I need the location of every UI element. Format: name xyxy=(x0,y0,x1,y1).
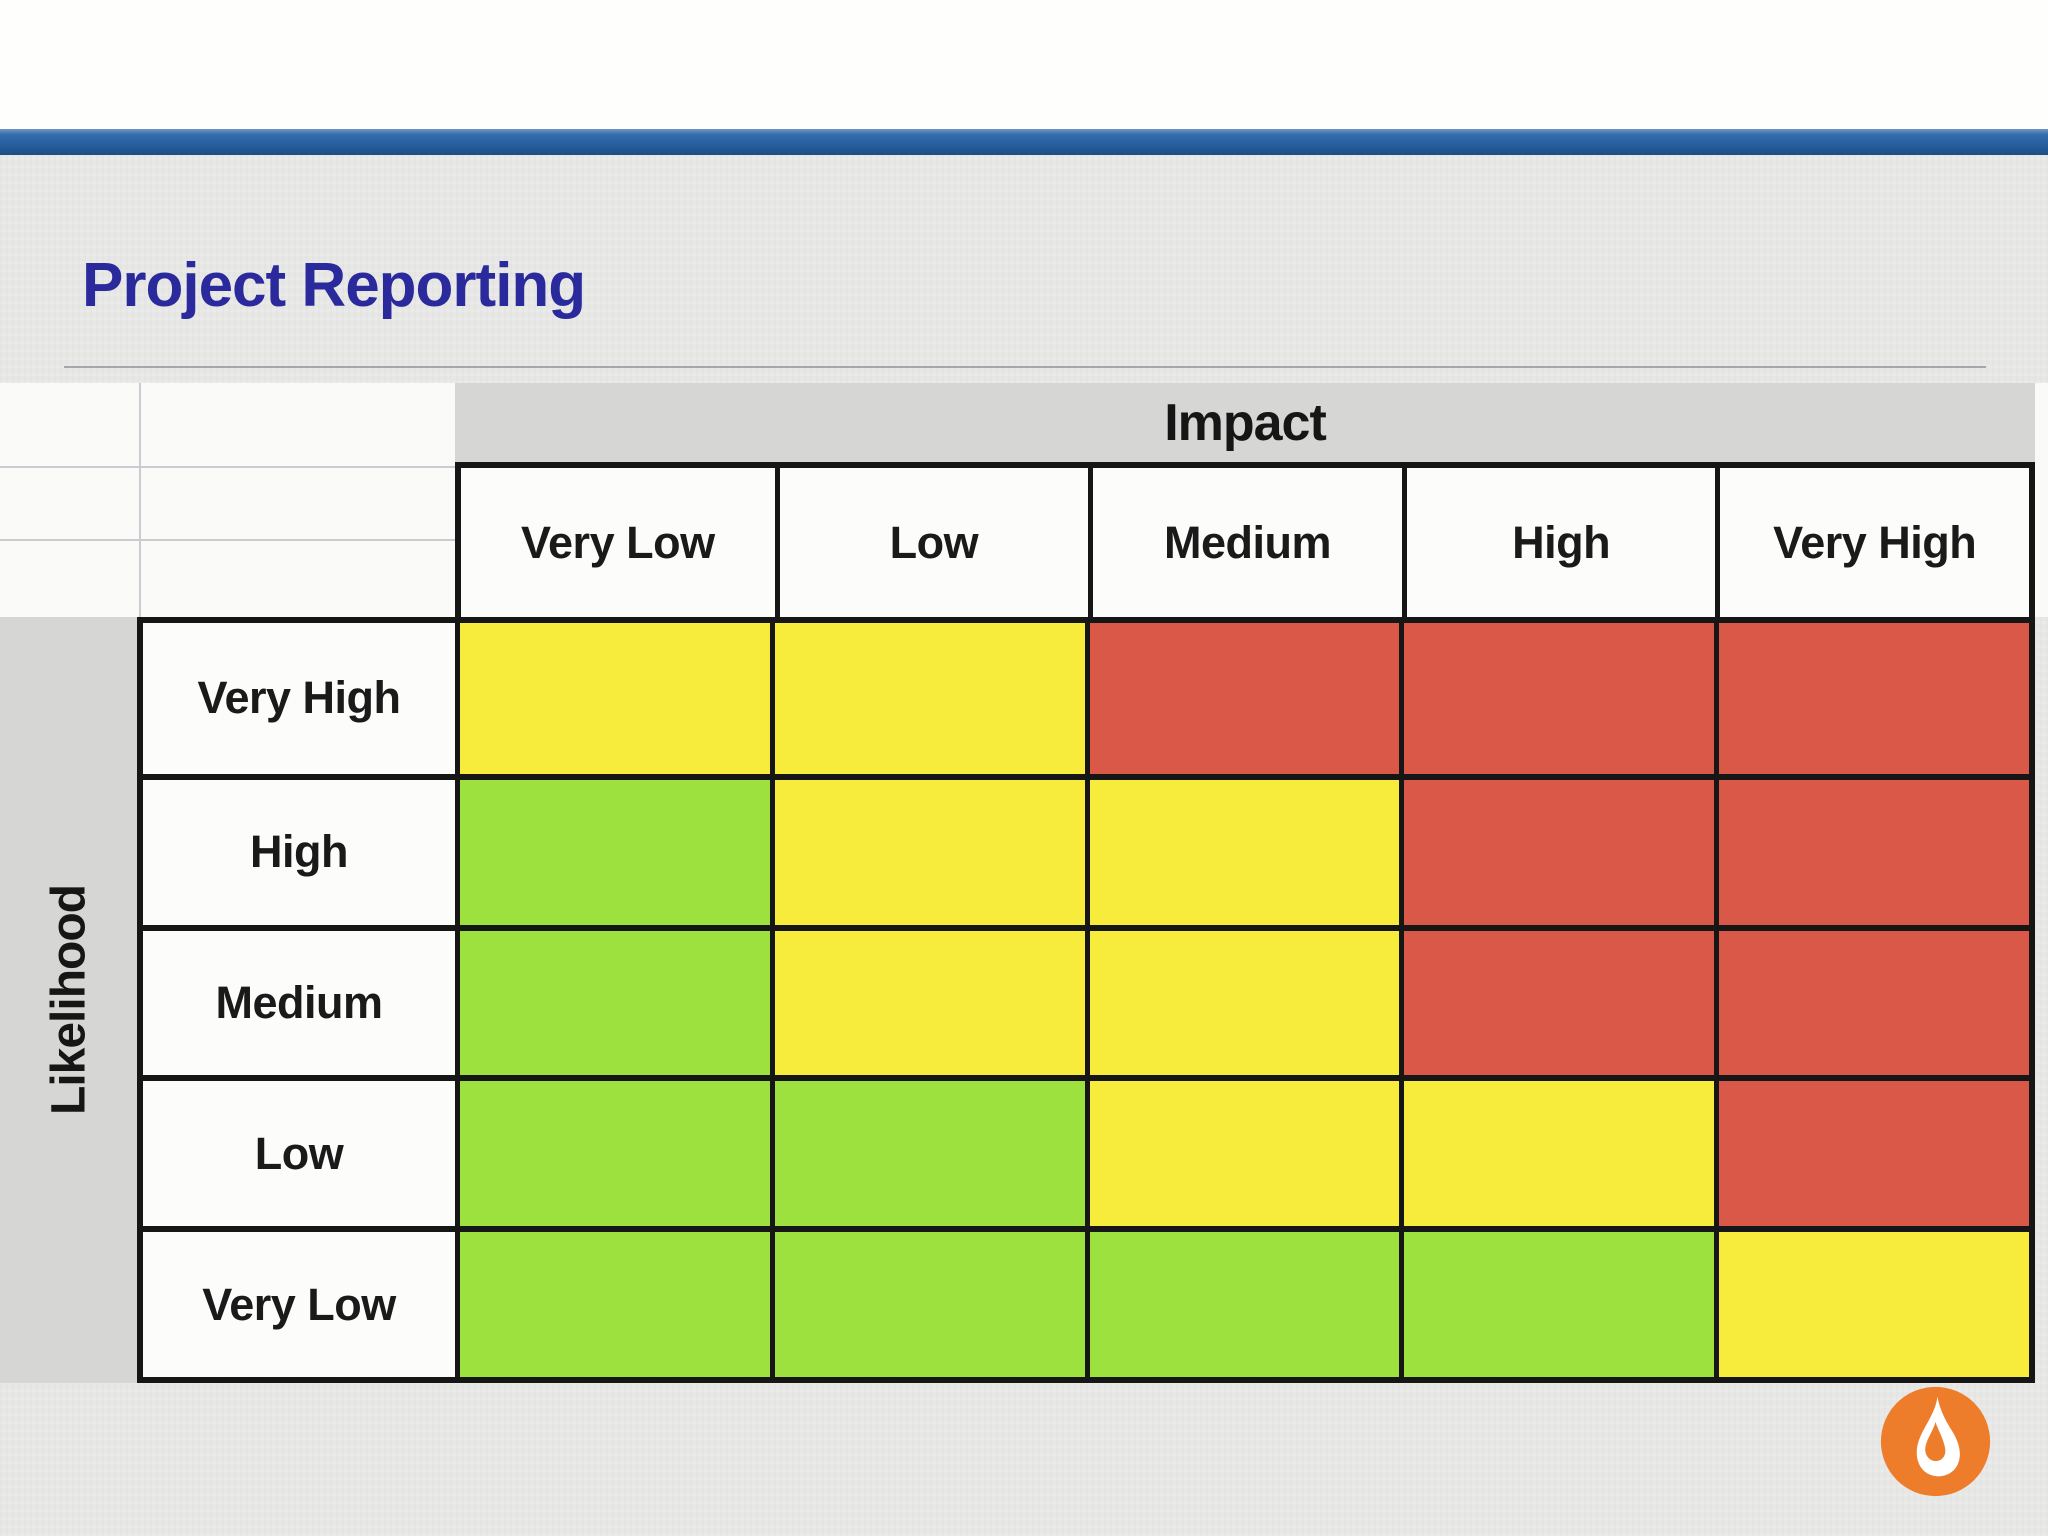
risk-cell-very-low-very-high xyxy=(1714,1226,2029,1377)
risk-cell-high-medium xyxy=(1084,773,1400,925)
risk-cell-very-low-low xyxy=(769,1226,1085,1377)
risk-cell-low-very-low xyxy=(455,1075,770,1227)
spreadsheet-remnant-area xyxy=(0,383,455,617)
company-logo xyxy=(1877,1383,1994,1500)
risk-cell-very-low-high xyxy=(1399,1226,1715,1377)
page-title: Project Reporting xyxy=(82,251,586,320)
risk-cell-medium-very-low xyxy=(455,924,770,1076)
top-white-margin xyxy=(0,0,2048,129)
likelihood-row-label-low: Low xyxy=(143,1075,455,1227)
risk-cell-high-very-high xyxy=(1714,773,2029,925)
top-blue-bar xyxy=(0,129,2048,155)
impact-axis-band: Impact xyxy=(455,383,2035,462)
risk-cell-very-low-medium xyxy=(1084,1226,1400,1377)
likelihood-axis-label: Likelihood xyxy=(42,885,95,1115)
impact-col-header-very-low: Very Low xyxy=(461,468,775,617)
risk-cell-very-high-medium xyxy=(1084,623,1400,774)
risk-cell-very-high-high xyxy=(1399,623,1715,774)
remnant-gridline-vertical xyxy=(139,383,141,617)
likelihood-row-label-very-high: Very High xyxy=(143,623,455,774)
risk-cell-low-low xyxy=(769,1075,1085,1227)
risk-cell-medium-low xyxy=(769,924,1085,1076)
risk-cell-very-low-very-low xyxy=(455,1226,770,1377)
title-divider-line xyxy=(64,366,1986,368)
likelihood-row-label-medium: Medium xyxy=(143,924,455,1076)
impact-col-header-very-high: Very High xyxy=(1715,468,2029,617)
likelihood-row-label-high: High xyxy=(143,773,455,925)
risk-cell-medium-high xyxy=(1399,924,1715,1076)
impact-axis-label: Impact xyxy=(1164,393,1327,452)
risk-cell-low-very-high xyxy=(1714,1075,2029,1227)
spreadsheet-remnant-right xyxy=(2035,383,2048,617)
remnant-gridline-horizontal xyxy=(0,466,455,468)
risk-cell-low-medium xyxy=(1084,1075,1400,1227)
likelihood-axis-band: Likelihood xyxy=(0,617,137,1383)
risk-cell-high-low xyxy=(769,773,1085,925)
impact-col-header-high: High xyxy=(1401,468,1716,617)
risk-cell-high-very-low xyxy=(455,773,770,925)
risk-cell-very-high-very-low xyxy=(455,623,770,774)
impact-col-header-low: Low xyxy=(774,468,1089,617)
risk-cell-very-high-low xyxy=(769,623,1085,774)
risk-cell-high-high xyxy=(1399,773,1715,925)
risk-cell-very-high-very-high xyxy=(1714,623,2029,774)
flame-drop-icon xyxy=(1880,1386,1991,1497)
risk-cell-medium-very-high xyxy=(1714,924,2029,1076)
remnant-gridline-horizontal xyxy=(0,539,455,541)
risk-cell-medium-medium xyxy=(1084,924,1400,1076)
likelihood-row-label-very-low: Very Low xyxy=(143,1226,455,1377)
risk-cell-low-high xyxy=(1399,1075,1715,1227)
risk-matrix-grid: Very High High Medium Low Very Low xyxy=(137,617,2035,1383)
impact-col-header-medium: Medium xyxy=(1088,468,1402,617)
impact-header-row: Very Low Low Medium High Very High xyxy=(455,462,2035,617)
